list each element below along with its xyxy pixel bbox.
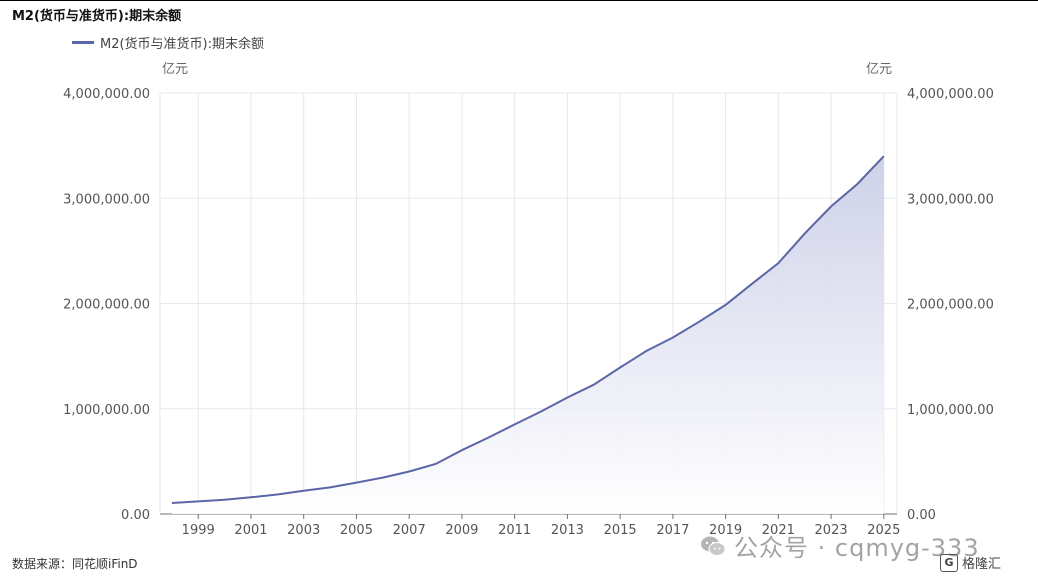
x-tick-label: 1999 — [182, 523, 215, 538]
x-tick-label: 2017 — [656, 523, 689, 538]
brand-name: 格隆汇 — [962, 557, 1002, 572]
y-tick-label-left: 0.00 — [121, 508, 150, 523]
x-tick-label: 2025 — [867, 523, 900, 538]
chart-title: M2(货币与准货币):期末余额 — [12, 9, 182, 24]
x-tick-label: 2023 — [815, 523, 848, 538]
top-border — [0, 0, 1038, 1]
left-axis-unit: 亿元 — [162, 62, 189, 77]
x-tick-label: 2011 — [498, 523, 531, 538]
x-tick-label: 2003 — [287, 523, 320, 538]
legend[interactable]: M2(货币与准货币):期末余额 — [72, 33, 264, 52]
x-tick-label: 2013 — [551, 523, 584, 538]
m2-series-line — [171, 155, 885, 504]
y-tick-label-left: 1,000,000.00 — [63, 403, 150, 418]
data-source: 数据来源：同花顺iFinD — [12, 557, 138, 571]
y-tick-label-right: 1,000,000.00 — [907, 403, 994, 418]
left-y-axis: 0.00 1,000,000.00 2,000,000.00 3,000,000.00… — [63, 87, 150, 523]
x-tick-label: 2007 — [393, 523, 426, 538]
y-tick-label-right: 3,000,000.00 — [907, 192, 994, 207]
y-tick-label-left: 3,000,000.00 — [63, 192, 150, 207]
right-axis-unit: 亿元 — [866, 62, 893, 77]
watermark: 公众号 · cqmyg-333 — [700, 528, 980, 563]
legend-swatch — [72, 41, 94, 44]
legend-label: M2(货币与准货币):期末余额 — [100, 37, 265, 52]
y-tick-label-left: 2,000,000.00 — [63, 298, 150, 313]
x-tick-label: 2015 — [604, 523, 637, 538]
x-tick-label: 2009 — [445, 523, 478, 538]
brand-badge: G 格隆汇 — [940, 553, 1001, 572]
brand-logo-icon: G — [940, 553, 958, 572]
y-tick-label-right: 2,000,000.00 — [907, 298, 994, 313]
x-tick-label: 2001 — [234, 523, 267, 538]
wechat-icon — [701, 536, 726, 556]
right-y-axis: 0.00 1,000,000.00 2,000,000.00 3,000,000.00… — [907, 87, 994, 523]
x-tick-label: 2019 — [709, 523, 742, 538]
m2-area-fill — [171, 156, 884, 514]
watermark-text: 公众号 · cqmyg-333 — [734, 534, 980, 562]
x-tick-label: 2005 — [340, 523, 373, 538]
y-tick-label-right: 4,000,000.00 — [907, 87, 994, 102]
y-tick-label-left: 4,000,000.00 — [63, 87, 150, 102]
x-tick-label: 2021 — [762, 523, 795, 538]
y-tick-label-right: 0.00 — [907, 508, 936, 523]
